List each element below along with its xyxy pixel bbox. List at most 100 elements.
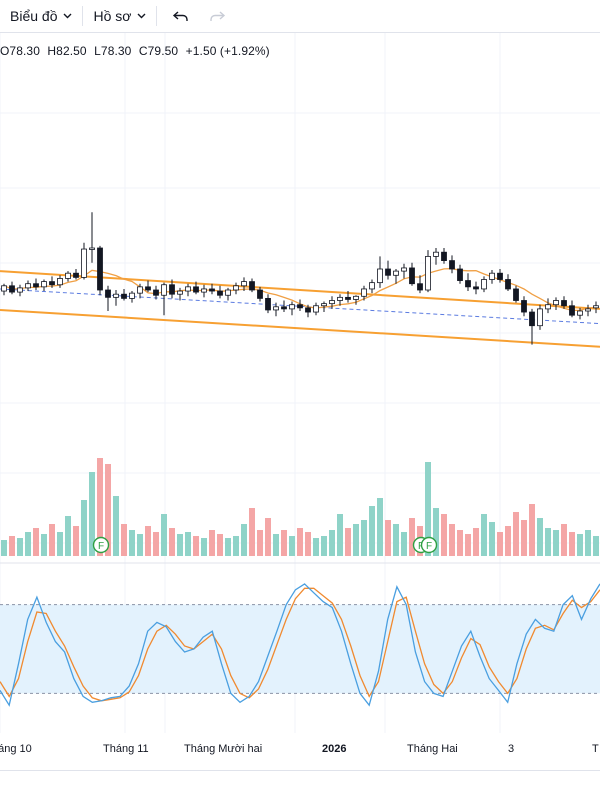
volume-bar bbox=[353, 524, 359, 556]
candle-body bbox=[201, 288, 207, 293]
candle-body bbox=[257, 289, 263, 299]
volume-bar bbox=[561, 524, 567, 556]
undo-icon[interactable] bbox=[171, 6, 191, 26]
candle-body bbox=[25, 283, 31, 289]
volume-bar bbox=[57, 532, 63, 556]
ohlc-legend: O78.30 H82.50 L78.30 C79.50 +1.50 (+1.92… bbox=[0, 44, 274, 58]
volume-bar bbox=[177, 534, 183, 556]
chart-menu-label: Biểu đồ bbox=[10, 8, 58, 24]
x-axis-label: háng 10 bbox=[0, 743, 32, 755]
volume-bar bbox=[81, 500, 87, 556]
volume-bar bbox=[49, 524, 55, 556]
candle-body bbox=[49, 281, 55, 286]
volume-bar bbox=[281, 530, 287, 556]
volume-bar bbox=[505, 526, 511, 556]
candle-body bbox=[209, 288, 215, 292]
candle-body bbox=[153, 289, 159, 296]
volume-bar bbox=[361, 520, 367, 556]
candle-body bbox=[361, 288, 367, 297]
chart-menu-button[interactable]: Biểu đồ bbox=[10, 0, 72, 32]
volume-bar bbox=[209, 530, 215, 556]
channel-lower-line bbox=[0, 308, 600, 348]
candle-body bbox=[593, 305, 599, 309]
ohlc-high: H82.50 bbox=[47, 44, 87, 58]
volume-bar bbox=[585, 530, 591, 556]
volume-bar bbox=[553, 530, 559, 556]
candle-body bbox=[489, 272, 495, 280]
candle-body bbox=[345, 296, 351, 300]
candle-body bbox=[225, 289, 231, 296]
dividend-marker bbox=[420, 536, 438, 554]
volume-bar bbox=[481, 514, 487, 556]
volume-bar bbox=[289, 536, 295, 556]
candle-body bbox=[369, 282, 375, 290]
volume-bar bbox=[241, 524, 247, 556]
volume-bar bbox=[409, 518, 415, 556]
candle-body bbox=[545, 304, 551, 310]
volume-bar bbox=[529, 504, 535, 556]
x-axis-label: 3 bbox=[508, 743, 514, 755]
candle-body bbox=[1, 285, 7, 292]
candle-body bbox=[241, 281, 247, 287]
volume-bar bbox=[545, 528, 551, 556]
candle-body bbox=[481, 279, 487, 290]
candle-body bbox=[425, 255, 431, 291]
volume-bar bbox=[1, 540, 7, 556]
volume-bar bbox=[513, 512, 519, 556]
volume-bar bbox=[425, 462, 431, 556]
candle-body bbox=[385, 268, 391, 276]
candle-body bbox=[505, 279, 511, 290]
volume-bar bbox=[329, 530, 335, 556]
candle-body bbox=[33, 283, 39, 288]
volume-bar bbox=[33, 528, 39, 556]
volume-bar bbox=[97, 458, 103, 556]
volume-bar bbox=[441, 514, 447, 556]
candle-body bbox=[401, 267, 407, 272]
candle-body bbox=[393, 270, 399, 276]
candle-body bbox=[81, 248, 87, 278]
volume-bar bbox=[297, 528, 303, 556]
stochastic-k-line bbox=[0, 583, 600, 707]
chevron-down-icon bbox=[63, 13, 72, 19]
profile-menu-button[interactable]: Hồ sơ bbox=[93, 0, 146, 32]
volume-bar bbox=[89, 472, 95, 556]
candle-body bbox=[353, 295, 359, 300]
volume-bar bbox=[313, 538, 319, 556]
volume-bar bbox=[233, 536, 239, 556]
volume-bar bbox=[17, 538, 23, 556]
x-axis-label: Tháng Hai bbox=[407, 743, 458, 755]
x-axis-label: T bbox=[592, 743, 599, 755]
candle-body bbox=[121, 293, 127, 299]
candle-body bbox=[457, 268, 463, 281]
stochastic-band bbox=[0, 604, 600, 694]
redo-icon[interactable] bbox=[207, 6, 227, 26]
candle-body bbox=[17, 287, 23, 293]
dividend-marker bbox=[92, 536, 110, 554]
candle-body bbox=[41, 281, 47, 288]
volume-bar bbox=[41, 534, 47, 556]
candle-body bbox=[329, 300, 335, 305]
candle-body bbox=[161, 284, 167, 296]
volume-bar bbox=[321, 536, 327, 556]
dividend-marker-label: F bbox=[426, 541, 432, 552]
candle-body bbox=[441, 251, 447, 261]
volume-bar bbox=[345, 528, 351, 556]
candle-body bbox=[97, 247, 103, 291]
volume-bar bbox=[153, 532, 159, 556]
volume-bar bbox=[385, 520, 391, 556]
candle-body bbox=[497, 272, 503, 280]
ohlc-open: O78.30 bbox=[0, 44, 40, 58]
toolbar-divider bbox=[82, 6, 84, 26]
candle-body bbox=[417, 283, 423, 291]
candle-body bbox=[265, 297, 271, 311]
volume-bar bbox=[265, 518, 271, 556]
ohlc-low: L78.30 bbox=[94, 44, 132, 58]
volume-bar bbox=[449, 524, 455, 556]
candle-body bbox=[57, 278, 63, 286]
volume-bar bbox=[401, 532, 407, 556]
top-toolbar: Biểu đồ Hồ sơ bbox=[0, 0, 600, 33]
candle-body bbox=[513, 288, 519, 301]
volume-bar bbox=[305, 532, 311, 556]
volume-bar bbox=[65, 516, 71, 556]
